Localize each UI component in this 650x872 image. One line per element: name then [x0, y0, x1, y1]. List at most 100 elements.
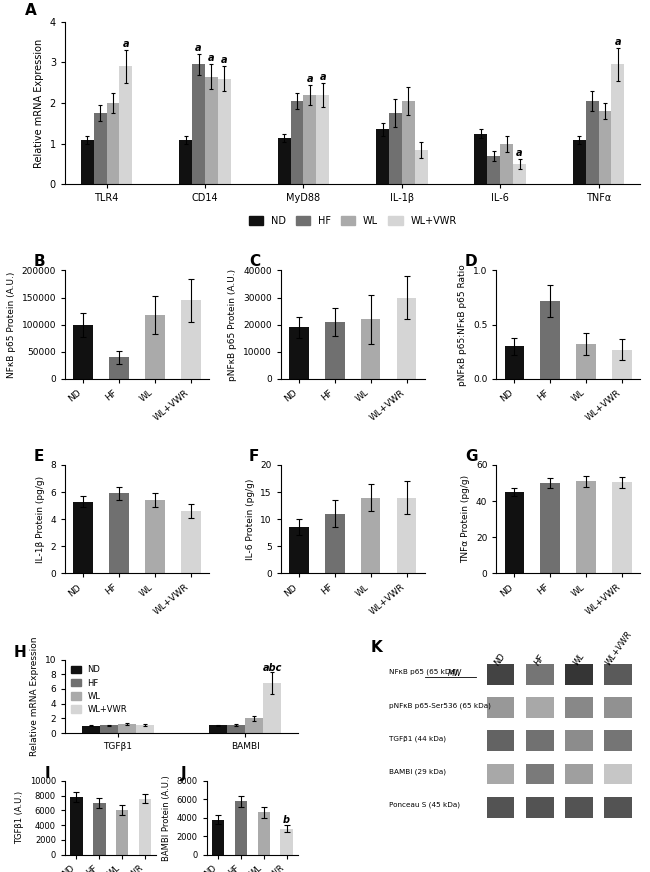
- Bar: [599, 112, 612, 184]
- Bar: [389, 113, 402, 184]
- FancyBboxPatch shape: [487, 731, 515, 751]
- FancyBboxPatch shape: [526, 764, 554, 784]
- Bar: [118, 725, 136, 733]
- Bar: [325, 322, 344, 378]
- Text: a: a: [208, 53, 214, 63]
- Bar: [181, 300, 201, 378]
- Text: BAMBI (29 kDa): BAMBI (29 kDa): [389, 768, 446, 775]
- Bar: [280, 828, 293, 855]
- Text: J: J: [181, 766, 187, 781]
- FancyBboxPatch shape: [566, 797, 593, 818]
- Bar: [586, 101, 599, 184]
- Text: NFκB p65 (65 kDa): NFκB p65 (65 kDa): [389, 669, 458, 676]
- Bar: [73, 501, 93, 574]
- Bar: [289, 327, 309, 378]
- Text: I: I: [45, 766, 51, 781]
- Text: MW: MW: [448, 670, 462, 678]
- FancyBboxPatch shape: [566, 764, 593, 784]
- Text: a: a: [615, 37, 621, 47]
- Text: K: K: [371, 640, 383, 655]
- Y-axis label: TNFα Protein (pg/g): TNFα Protein (pg/g): [462, 475, 471, 563]
- Bar: [179, 140, 192, 184]
- Bar: [138, 799, 151, 855]
- Text: b: b: [283, 815, 290, 826]
- Bar: [396, 297, 417, 378]
- Text: C: C: [249, 254, 260, 269]
- Bar: [192, 65, 205, 184]
- Text: a: a: [319, 72, 326, 81]
- Text: G: G: [465, 449, 477, 464]
- Bar: [263, 683, 281, 733]
- Bar: [212, 820, 224, 855]
- Bar: [107, 103, 120, 184]
- Bar: [136, 725, 154, 733]
- Bar: [145, 316, 164, 378]
- Bar: [82, 726, 100, 733]
- Y-axis label: Relative mRNA Expression: Relative mRNA Expression: [30, 637, 39, 756]
- Bar: [116, 810, 129, 855]
- Text: D: D: [465, 254, 477, 269]
- Bar: [109, 494, 129, 574]
- Bar: [278, 138, 291, 184]
- Bar: [93, 803, 105, 855]
- Bar: [500, 144, 513, 184]
- Text: F: F: [249, 449, 259, 464]
- Bar: [361, 498, 380, 574]
- FancyBboxPatch shape: [487, 698, 515, 718]
- Text: TGFβ1 (44 kDa): TGFβ1 (44 kDa): [389, 735, 446, 742]
- Bar: [218, 78, 231, 184]
- FancyBboxPatch shape: [566, 698, 593, 718]
- Y-axis label: IL-1β Protein (pg/g): IL-1β Protein (pg/g): [36, 475, 45, 562]
- Bar: [573, 140, 586, 184]
- Legend: ND, HF, WL, WL+VWR: ND, HF, WL, WL+VWR: [69, 664, 129, 716]
- Bar: [100, 726, 118, 733]
- Bar: [361, 319, 380, 378]
- FancyBboxPatch shape: [526, 664, 554, 685]
- Bar: [227, 725, 245, 733]
- Bar: [612, 350, 632, 378]
- Text: HF: HF: [533, 653, 547, 667]
- Bar: [504, 346, 525, 378]
- Bar: [325, 514, 344, 574]
- Text: B: B: [33, 254, 45, 269]
- Bar: [577, 481, 596, 574]
- FancyBboxPatch shape: [526, 731, 554, 751]
- FancyBboxPatch shape: [487, 664, 515, 685]
- Bar: [291, 101, 304, 184]
- Bar: [245, 719, 263, 733]
- Y-axis label: TGFβ1 (A.U.): TGFβ1 (A.U.): [15, 791, 24, 844]
- Bar: [145, 501, 164, 574]
- FancyBboxPatch shape: [604, 764, 632, 784]
- Bar: [415, 150, 428, 184]
- Text: a: a: [516, 148, 523, 158]
- FancyBboxPatch shape: [487, 797, 515, 818]
- Y-axis label: BAMBI Protein (A.U.): BAMBI Protein (A.U.): [162, 775, 171, 861]
- Bar: [209, 726, 227, 733]
- Y-axis label: pNFκB p65:NFκB p65 Ratio: pNFκB p65:NFκB p65 Ratio: [458, 264, 467, 385]
- Text: pNFκB p65-Ser536 (65 kDa): pNFκB p65-Ser536 (65 kDa): [389, 702, 491, 709]
- Bar: [73, 324, 93, 378]
- Y-axis label: NFκB p65 Protein (A.U.): NFκB p65 Protein (A.U.): [7, 271, 16, 378]
- Text: WL+VWR: WL+VWR: [603, 630, 633, 667]
- Bar: [402, 101, 415, 184]
- Bar: [257, 812, 270, 855]
- Text: E: E: [33, 449, 44, 464]
- Bar: [235, 801, 247, 855]
- Text: a: a: [221, 55, 228, 65]
- Bar: [541, 483, 560, 574]
- Text: a: a: [195, 43, 202, 53]
- Bar: [612, 65, 625, 184]
- FancyBboxPatch shape: [566, 664, 593, 685]
- Bar: [181, 511, 201, 574]
- Bar: [513, 164, 526, 184]
- Text: Ponceau S (45 kDa): Ponceau S (45 kDa): [389, 801, 460, 808]
- FancyBboxPatch shape: [604, 797, 632, 818]
- Text: A: A: [25, 3, 36, 18]
- Legend: ND, HF, WL, WL+VWR: ND, HF, WL, WL+VWR: [245, 212, 460, 229]
- Text: H: H: [14, 644, 27, 659]
- Bar: [304, 95, 317, 184]
- Bar: [376, 129, 389, 184]
- Y-axis label: pNFκB p65 Protein (A.U.): pNFκB p65 Protein (A.U.): [228, 269, 237, 381]
- Y-axis label: Relative mRNA Expression: Relative mRNA Expression: [34, 38, 44, 167]
- Bar: [120, 66, 133, 184]
